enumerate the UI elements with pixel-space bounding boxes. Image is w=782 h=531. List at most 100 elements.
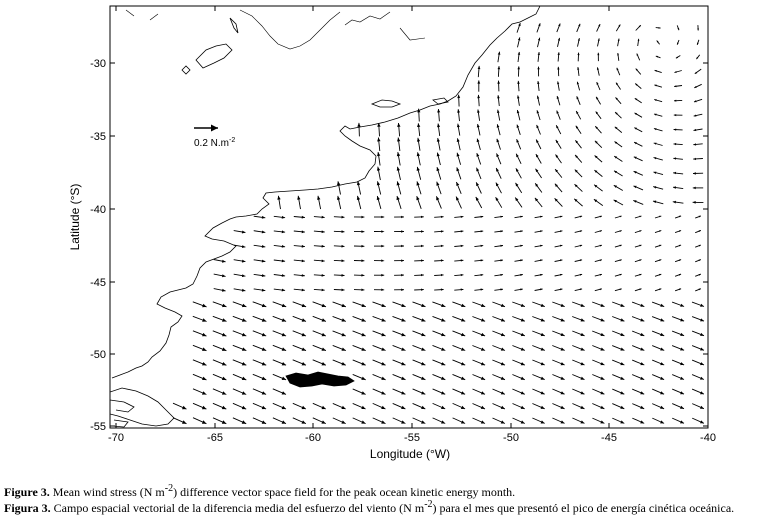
wind-vector: [333, 230, 345, 233]
wind-vector: [353, 274, 365, 277]
wind-vector: [635, 24, 642, 31]
wind-vector: [696, 54, 701, 60]
wind-vector: [192, 417, 207, 425]
wind-vector: [333, 288, 345, 292]
wind-vector: [474, 244, 484, 248]
wind-vector: [312, 359, 327, 366]
wind-vector: [273, 230, 286, 234]
wind-vector: [414, 259, 424, 262]
wind-vector: [515, 168, 522, 179]
wind-vector: [332, 344, 346, 352]
wind-vector: [592, 417, 605, 424]
wind-vector: [674, 259, 682, 263]
wind-vector: [252, 315, 267, 322]
wind-vector: [292, 417, 307, 425]
wind-vector: [332, 301, 347, 308]
wind-vector: [472, 316, 486, 322]
wind-vector: [192, 301, 207, 308]
wind-vector: [232, 388, 247, 395]
wind-vector: [592, 403, 605, 410]
wind-vector: [596, 81, 601, 91]
wind-vector: [434, 244, 444, 248]
wind-vector: [593, 198, 604, 206]
wind-vector: [512, 301, 526, 308]
x-tick-label: -45: [601, 432, 617, 444]
wind-vector: [374, 215, 385, 219]
wind-vector: [392, 402, 406, 410]
wind-vector: [252, 402, 267, 410]
wind-vector: [333, 215, 345, 219]
wind-vector: [477, 65, 481, 78]
x-tick: -70: [108, 6, 124, 444]
wind-vector: [673, 142, 683, 146]
wind-vector: [212, 301, 227, 308]
wind-vector: [535, 153, 542, 164]
wind-vector: [612, 316, 625, 322]
wind-vector: [574, 183, 583, 192]
wind-vector: [373, 288, 385, 291]
wind-vector: [631, 301, 645, 308]
wind-vector: [192, 359, 207, 366]
y-tick: -35: [90, 131, 708, 143]
wind-vector: [412, 301, 426, 308]
wind-vector: [572, 403, 585, 410]
wind-vector: [592, 388, 605, 395]
x-tick-label: -50: [503, 432, 519, 444]
wind-vector: [172, 417, 187, 425]
wind-vector: [213, 259, 226, 263]
wind-vector: [492, 316, 506, 322]
caption-es-text-end: ) para el mes que presentó el pico de en…: [432, 501, 735, 515]
wind-vector: [432, 359, 446, 366]
wind-vector: [353, 244, 365, 248]
wind-vector: [253, 244, 266, 248]
wind-vector: [492, 388, 506, 395]
wind-vector: [437, 108, 441, 122]
wind-vector: [252, 417, 267, 425]
wind-vector: [372, 388, 386, 395]
wind-vector: [672, 388, 685, 395]
wind-vector: [554, 288, 563, 292]
wind-vector: [452, 359, 466, 366]
caption-en-text: Mean wind stress (N m: [49, 485, 165, 499]
wind-vector: [597, 38, 600, 47]
wind-vector: [674, 70, 682, 73]
wind-vector: [652, 345, 665, 351]
wind-vector: [576, 96, 581, 105]
wind-vector: [293, 230, 305, 234]
wind-vector: [472, 359, 486, 366]
wind-vector: [615, 24, 621, 32]
falkland-islands: [285, 371, 355, 388]
wind-vector: [554, 197, 563, 207]
wind-vector: [574, 259, 583, 262]
wind-vector: [592, 359, 605, 366]
wind-vector: [614, 111, 622, 119]
wind-vector: [376, 181, 382, 195]
wind-vector: [472, 345, 486, 351]
wind-vector: [574, 230, 583, 233]
wind-vector: [495, 196, 503, 208]
wind-vector: [376, 166, 381, 181]
wind-vector: [394, 288, 405, 291]
wind-vector: [452, 402, 466, 410]
wind-vector: [416, 181, 422, 195]
wind-vector: [634, 112, 643, 118]
wind-vector: [554, 215, 563, 219]
wind-vector: [691, 374, 705, 380]
wind-vector: [333, 259, 345, 263]
wind-vector: [452, 315, 466, 322]
wind-vector: [597, 52, 600, 62]
wind-vector: [697, 25, 699, 31]
wind-vector: [432, 388, 446, 395]
wind-vector: [232, 344, 247, 352]
wind-vector: [613, 199, 624, 206]
wind-vector: [494, 215, 504, 219]
wind-vector: [436, 137, 441, 151]
wind-vector: [673, 157, 683, 160]
wind-vector: [654, 215, 662, 219]
wind-vector: [652, 403, 665, 410]
wind-vector: [557, 66, 560, 77]
wind-vector: [352, 359, 366, 366]
y-tick-label: -30: [90, 58, 106, 70]
wind-vector: [272, 402, 287, 410]
wind-vector: [456, 152, 462, 165]
